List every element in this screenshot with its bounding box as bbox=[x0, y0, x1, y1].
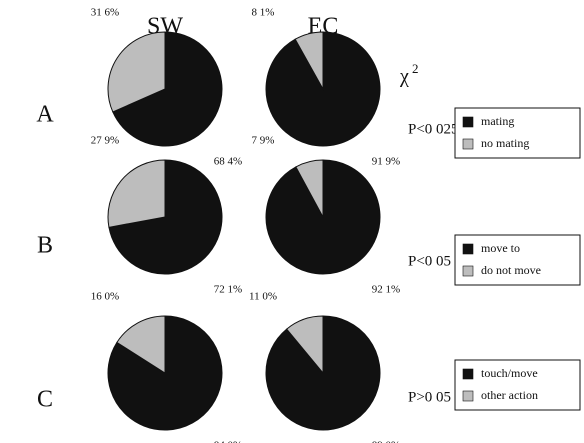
value-label: 92 1% bbox=[372, 284, 400, 296]
value-label: 72 1% bbox=[214, 284, 242, 296]
value-label: 84 0% bbox=[214, 440, 242, 443]
pie-slice bbox=[116, 315, 166, 374]
row-label: A bbox=[36, 102, 54, 128]
legend-swatch bbox=[462, 390, 474, 402]
pie-slice bbox=[285, 315, 324, 375]
row-label: C bbox=[37, 387, 53, 413]
pie-slice bbox=[112, 31, 223, 147]
legend-swatch bbox=[462, 265, 474, 277]
legend-label: do not move bbox=[481, 263, 541, 277]
value-label: 68 4% bbox=[214, 156, 242, 168]
value-label: 91 9% bbox=[372, 156, 400, 168]
p-value: P<0 025 bbox=[408, 121, 459, 137]
legend-label: mating bbox=[481, 114, 514, 128]
legend-box bbox=[454, 234, 581, 286]
pie-slice bbox=[294, 31, 324, 91]
pie-slice bbox=[107, 159, 166, 228]
legend-box bbox=[454, 107, 581, 159]
p-value: P<0 05 bbox=[408, 253, 451, 269]
value-label: 11 0% bbox=[249, 291, 277, 303]
legend-swatch bbox=[462, 138, 474, 150]
legend-box bbox=[454, 359, 581, 411]
value-label: 8 1% bbox=[252, 7, 275, 19]
pie-slice bbox=[295, 159, 324, 218]
value-label: 89 0% bbox=[372, 440, 400, 443]
legend-swatch bbox=[462, 243, 474, 255]
value-label: 7 9% bbox=[252, 135, 275, 147]
value-label: 27 9% bbox=[91, 135, 119, 147]
chi-superscript: 2 bbox=[412, 61, 419, 76]
pie-slice bbox=[107, 31, 166, 113]
legend-swatch bbox=[462, 368, 474, 380]
legend-label: touch/move bbox=[481, 366, 538, 380]
pie-slice bbox=[107, 315, 223, 431]
legend-label: no mating bbox=[481, 136, 529, 150]
value-label: 16 0% bbox=[91, 291, 119, 303]
legend-swatch bbox=[462, 116, 474, 128]
p-value: P>0 05 bbox=[408, 389, 451, 405]
value-label: 31 6% bbox=[91, 7, 119, 19]
legend-label: move to bbox=[481, 241, 520, 255]
legend-label: other action bbox=[481, 388, 538, 402]
row-label: B bbox=[37, 233, 53, 259]
chi-symbol: χ bbox=[399, 66, 409, 88]
